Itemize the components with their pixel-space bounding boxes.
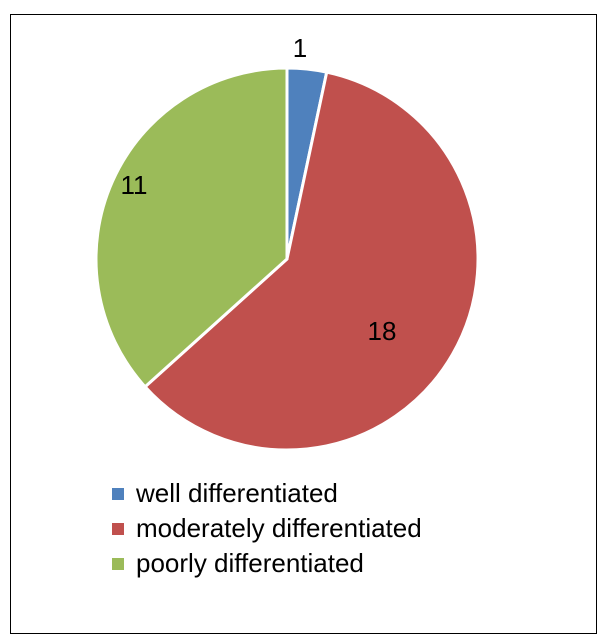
legend: well differentiated moderately different… bbox=[112, 476, 422, 581]
legend-swatch-well bbox=[112, 487, 124, 500]
data-label-poorly: 11 bbox=[121, 170, 148, 200]
data-label-well: 1 bbox=[293, 33, 307, 63]
legend-item-moderately-differentiated: moderately differentiated bbox=[112, 511, 422, 546]
pie-slice-poorly bbox=[94, 66, 289, 389]
pie-chart: 1 18 11 bbox=[94, 33, 480, 452]
legend-label-moderately: moderately differentiated bbox=[136, 513, 422, 543]
legend-label-well: well differentiated bbox=[136, 478, 338, 508]
legend-swatch-moderately bbox=[112, 522, 124, 535]
legend-swatch-poorly bbox=[112, 557, 124, 570]
pie-slice-moderately bbox=[142, 70, 480, 452]
legend-item-well-differentiated: well differentiated bbox=[112, 476, 422, 511]
legend-item-poorly-differentiated: poorly differentiated bbox=[112, 546, 422, 581]
legend-label-poorly: poorly differentiated bbox=[136, 548, 364, 578]
data-label-moderately: 18 bbox=[368, 316, 397, 346]
